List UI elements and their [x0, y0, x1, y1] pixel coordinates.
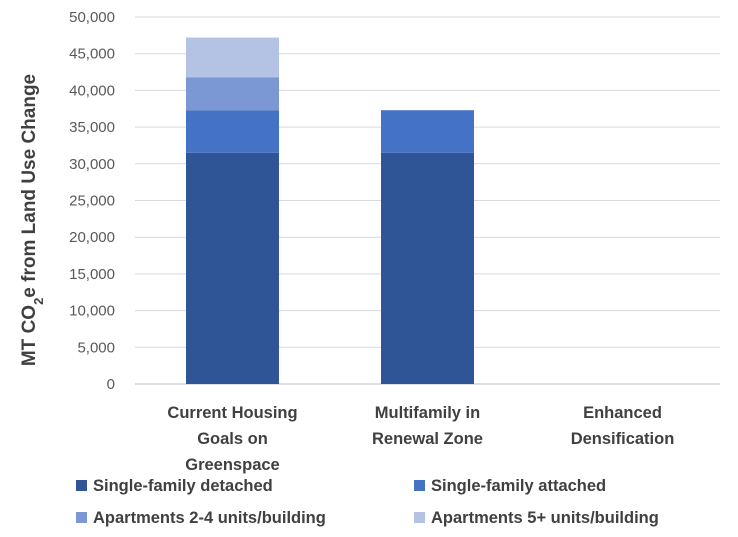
legend-swatch: [76, 512, 87, 523]
x-category-label: Enhanced Densification: [571, 404, 675, 448]
y-tick-label: 25,000: [69, 193, 115, 210]
y-tick-label: 20,000: [69, 229, 115, 246]
y-tick-label: 15,000: [69, 266, 115, 283]
bar-segment-1: [381, 152, 474, 384]
y-tick-label: 45,000: [69, 46, 115, 63]
bar-segment-1: [186, 152, 279, 384]
legend-label: Single-family detached: [93, 477, 273, 495]
bars: [186, 37, 474, 384]
legend-swatch: [76, 480, 87, 491]
y-tick-label: 35,000: [69, 119, 115, 136]
y-axis-label: MT CO2e from Land Use Change: [19, 74, 46, 366]
legend-swatch: [414, 480, 425, 491]
x-axis-categories: Current Housing Goals on Greenspace Multifa…: [167, 404, 674, 474]
y-tick-label: 0: [107, 376, 115, 393]
legend: Single-family detached Single-family atta…: [76, 477, 659, 527]
y-tick-label: 50,000: [69, 9, 115, 26]
x-category-label: Multifamily in Renewal Zone: [372, 404, 483, 448]
y-axis-ticks: 0 5,000 10,000 15,000 20,000 25,000 30,000 35,0…: [69, 9, 115, 393]
y-tick-label: 30,000: [69, 156, 115, 173]
y-tick-label: 40,000: [69, 82, 115, 99]
y-tick-label: 10,000: [69, 303, 115, 320]
y-tick-label: 5,000: [77, 339, 115, 356]
x-category-label: Current Housing Goals on Greenspace: [167, 404, 297, 474]
bar-segment-4: [186, 37, 279, 78]
bar-segment-2: [186, 110, 279, 153]
bar-segment-3: [186, 77, 279, 111]
legend-label: Single-family attached: [431, 477, 606, 495]
legend-label: Apartments 2-4 units/building: [93, 509, 326, 527]
legend-label: Apartments 5+ units/building: [431, 509, 659, 527]
bar-segment-2: [381, 110, 474, 153]
legend-swatch: [414, 512, 425, 523]
